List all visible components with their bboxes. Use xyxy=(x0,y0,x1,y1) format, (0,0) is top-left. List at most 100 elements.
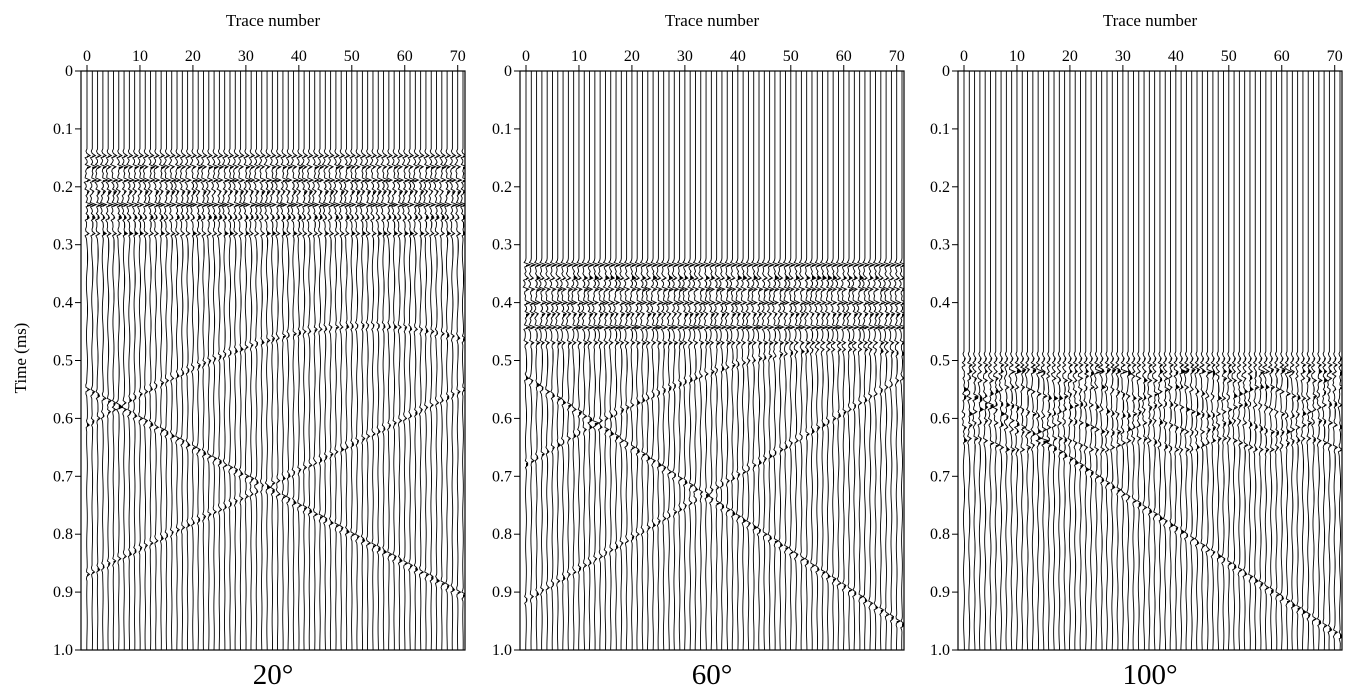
trace-line xyxy=(591,71,602,650)
trace-fill xyxy=(1212,358,1216,650)
trace xyxy=(845,71,855,650)
trace-fill xyxy=(447,155,452,650)
trace-line xyxy=(1288,71,1297,650)
trace-fill xyxy=(298,155,304,650)
trace xyxy=(533,71,543,650)
trace-line xyxy=(459,71,465,650)
trace xyxy=(274,71,285,650)
trace-line xyxy=(824,71,835,650)
trace-line xyxy=(1295,71,1302,650)
trace-line xyxy=(861,71,871,650)
trace-line xyxy=(226,71,237,650)
trace-line xyxy=(729,71,739,650)
trace xyxy=(771,71,782,650)
y-tick-label: 0.6 xyxy=(492,410,512,427)
trace-fill xyxy=(1096,358,1102,635)
trace-line xyxy=(533,71,543,650)
trace-fill xyxy=(155,155,161,628)
trace-fill xyxy=(1334,358,1338,635)
trace xyxy=(295,71,305,650)
y-tick-label: 0.4 xyxy=(492,295,512,312)
trace xyxy=(1152,71,1160,650)
trace xyxy=(987,71,995,650)
trace-fill xyxy=(436,155,442,642)
trace-line xyxy=(554,71,564,650)
trace-line xyxy=(443,71,453,650)
trace xyxy=(676,71,686,650)
trace-line xyxy=(840,71,850,650)
trace-line xyxy=(247,71,258,650)
x-tick-label: 50 xyxy=(1221,48,1237,65)
trace-line xyxy=(1337,71,1342,650)
trace-line xyxy=(602,71,612,650)
trace-line xyxy=(882,71,892,650)
trace-line xyxy=(454,71,464,650)
y-tick-label: 0 xyxy=(65,63,73,80)
trace xyxy=(1337,71,1342,650)
trace-line xyxy=(99,71,109,650)
trace-line xyxy=(866,71,876,650)
trace-line xyxy=(830,71,840,650)
x-tick-label: 10 xyxy=(571,48,587,65)
trace-line xyxy=(961,71,969,650)
x-tick-label: 20 xyxy=(624,48,640,65)
trace-fill xyxy=(320,155,326,637)
trace xyxy=(755,71,765,650)
trace-fill xyxy=(139,155,145,650)
trace-fill xyxy=(1340,358,1342,650)
trace xyxy=(777,71,786,650)
trace xyxy=(527,71,538,650)
trace-line xyxy=(633,71,644,650)
trace-fill xyxy=(145,155,150,650)
trace xyxy=(1040,71,1050,650)
trace xyxy=(612,71,623,650)
trace xyxy=(665,71,675,650)
y-tick-label: 0.6 xyxy=(53,410,73,427)
trace-fill xyxy=(214,155,219,648)
trace xyxy=(83,71,94,650)
trace xyxy=(708,71,718,650)
trace-fill xyxy=(410,155,415,650)
plot-frame xyxy=(519,70,905,651)
trace-line xyxy=(1189,71,1196,650)
trace xyxy=(1024,71,1032,650)
trace-line xyxy=(888,71,898,650)
trace xyxy=(311,71,321,650)
trace-line xyxy=(364,71,374,650)
trace xyxy=(660,71,670,650)
trace-line xyxy=(739,71,750,650)
trace xyxy=(1141,71,1148,650)
trace-fill xyxy=(362,155,368,650)
trace-fill xyxy=(1287,358,1292,650)
trace-line xyxy=(687,71,697,650)
y-tick-label: 0.3 xyxy=(53,237,73,254)
trace-fill xyxy=(716,264,722,650)
trace-line xyxy=(607,71,617,650)
trace xyxy=(380,71,390,650)
trace xyxy=(1261,71,1271,650)
trace-line xyxy=(1267,71,1276,650)
trace xyxy=(718,71,728,650)
trace-fill xyxy=(314,155,319,650)
trace xyxy=(1104,71,1112,650)
trace-line xyxy=(755,71,765,650)
trace-fill xyxy=(1038,358,1044,650)
trace-line xyxy=(205,71,215,650)
y-axis: 0 0.1 0.2 0.3 0.4 0.5 0.6 0.7 0.8 0.9 1.0 xyxy=(492,63,520,659)
trace xyxy=(433,71,443,650)
trace-fill xyxy=(282,155,288,650)
trace-fill xyxy=(203,155,209,630)
chart-panel-3: 0 10 20 30 40 50 60 70 Trace number 0 0.1 0.2 0.3 0.4… xyxy=(930,11,1343,691)
trace xyxy=(385,71,396,650)
y-axis: 0 0.1 0.2 0.3 0.4 0.5 0.6 0.7 0.8 0.9 1.0 xyxy=(53,63,81,659)
trace-line xyxy=(1019,71,1027,650)
y-tick-label: 1.0 xyxy=(53,642,73,659)
trace-fill xyxy=(1106,358,1111,639)
trace-fill xyxy=(129,155,135,650)
trace-line xyxy=(104,71,115,650)
trace-fill xyxy=(261,155,267,650)
trace xyxy=(1189,71,1196,650)
y-tick-label: 1.0 xyxy=(492,642,512,659)
trace xyxy=(1300,71,1307,650)
